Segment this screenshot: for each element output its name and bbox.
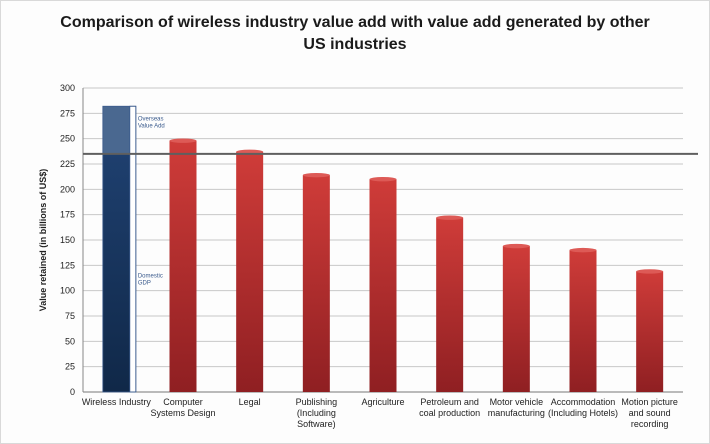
y-tick-label: 250	[60, 134, 75, 144]
y-axis-label: Value retained (in billions of US$)	[38, 169, 48, 312]
category-label: (Including	[297, 408, 336, 418]
bar	[569, 250, 597, 392]
chart-title: Comparison of wireless industry value ad…	[0, 12, 710, 56]
bar-top	[502, 243, 530, 249]
y-tick-label: 225	[60, 159, 75, 169]
bar-top	[302, 172, 330, 178]
bar-top	[636, 269, 664, 274]
category-label: Systems Design	[150, 408, 215, 418]
bar-top	[369, 177, 397, 182]
bar	[636, 271, 664, 392]
annotation-domestic: Domestic	[138, 274, 163, 280]
bar	[236, 151, 264, 392]
category-label: and sound	[629, 408, 671, 418]
y-tick-label: 50	[65, 336, 75, 346]
category-label: Wireless Industry	[82, 397, 152, 407]
category-label: Computer	[163, 397, 203, 407]
y-axis: 0 25 50 75 100 125 150 175 200 225 250 275 300	[60, 83, 84, 397]
category-label: manufacturing	[488, 408, 545, 418]
category-label: Software)	[297, 419, 336, 429]
bar	[369, 179, 397, 392]
bar	[302, 175, 330, 392]
category-label: Petroleum and	[420, 397, 479, 407]
y-tick-label: 300	[60, 83, 75, 93]
category-label: Accommodation	[551, 397, 616, 407]
annotation-overseas: Overseas	[138, 116, 164, 122]
annotation-overseas: Value Add	[138, 123, 165, 129]
bar-domestic-gdp	[102, 153, 130, 392]
y-tick-label: 75	[65, 311, 75, 321]
category-label: (Including Hotels)	[548, 408, 618, 418]
y-tick-label: 275	[60, 108, 75, 118]
bar	[169, 140, 197, 392]
bar	[436, 217, 464, 392]
chart-title-line-1: Comparison of wireless industry value ad…	[60, 14, 650, 31]
y-tick-label: 150	[60, 235, 75, 245]
bar-outline-annotation	[129, 105, 137, 393]
chart-title-line-2: US industries	[303, 36, 407, 53]
y-tick-label: 125	[60, 260, 75, 270]
y-tick-label: 100	[60, 286, 75, 296]
category-label: Motor vehicle	[490, 397, 544, 407]
y-tick-label: 0	[70, 387, 75, 397]
bar-top	[569, 247, 597, 253]
bar-top	[169, 138, 197, 143]
category-label: Motion picture	[621, 397, 678, 407]
y-tick-label: 25	[65, 362, 75, 372]
annotation-domestic: GDP	[138, 281, 151, 287]
bar-overseas-value-add	[102, 106, 130, 154]
y-tick-label: 200	[60, 184, 75, 194]
bar-outline	[102, 105, 137, 393]
category-label: coal production	[419, 408, 480, 418]
bar-top	[436, 215, 464, 220]
category-label: Publishing	[296, 397, 338, 407]
category-label: Legal	[239, 397, 261, 407]
category-label: Agriculture	[361, 397, 404, 407]
bar	[502, 246, 530, 392]
category-label: recording	[631, 419, 669, 429]
y-tick-label: 175	[60, 210, 75, 220]
